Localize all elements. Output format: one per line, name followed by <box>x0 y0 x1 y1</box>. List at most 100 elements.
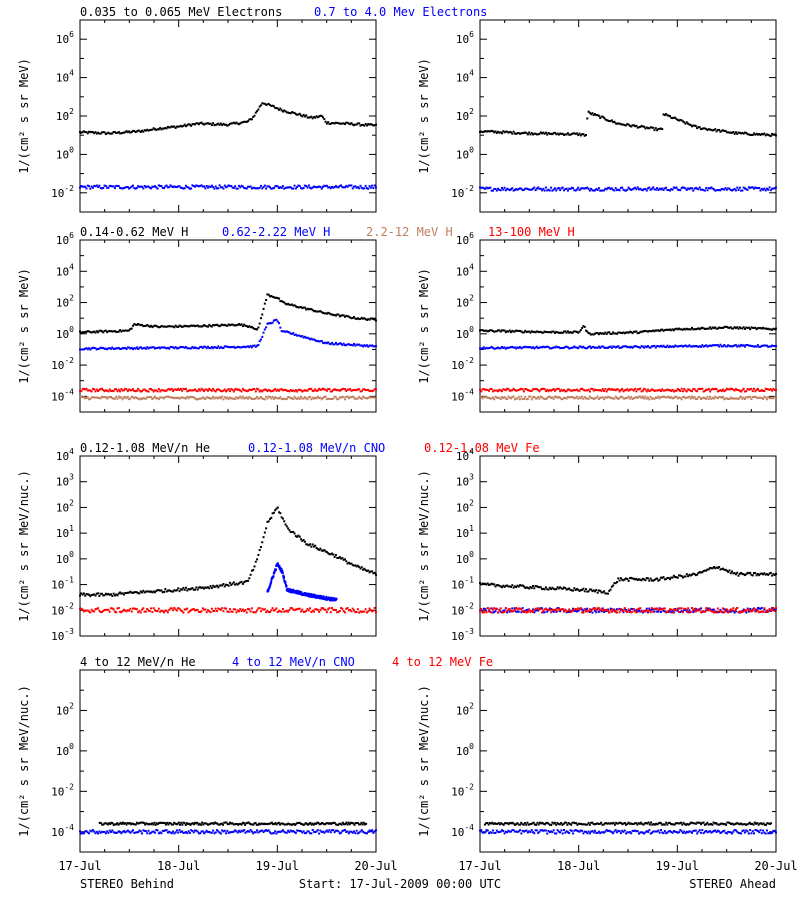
data-point <box>572 609 575 612</box>
data-point <box>303 184 306 187</box>
data-point <box>706 568 709 571</box>
data-point <box>543 588 546 591</box>
data-point <box>516 608 519 611</box>
legend-label: 4 to 12 MeV Fe <box>392 655 493 669</box>
data-point <box>661 128 664 131</box>
data-point <box>254 187 257 190</box>
data-point <box>243 397 246 400</box>
data-point <box>693 607 696 610</box>
data-point <box>665 186 668 189</box>
data-point <box>119 348 122 351</box>
data-point <box>703 610 706 613</box>
data-point <box>542 345 545 348</box>
data-point <box>175 186 178 189</box>
data-point <box>298 830 301 833</box>
data-point <box>701 188 704 191</box>
data-point <box>597 114 600 117</box>
series-blue <box>79 318 377 351</box>
data-point <box>126 346 129 349</box>
data-point <box>111 595 114 598</box>
data-point <box>653 579 656 582</box>
data-point <box>489 583 492 586</box>
data-point <box>227 610 230 613</box>
data-point <box>187 823 190 826</box>
data-point <box>669 578 672 581</box>
data-point <box>671 611 674 614</box>
data-point <box>754 345 757 348</box>
data-point <box>143 829 146 832</box>
data-point <box>603 398 606 401</box>
data-point <box>626 396 629 399</box>
data-point <box>510 131 513 134</box>
data-point <box>718 345 721 348</box>
data-point <box>544 331 547 334</box>
data-point <box>729 131 732 134</box>
data-point <box>640 124 643 127</box>
data-point <box>239 324 242 327</box>
data-point <box>756 607 759 610</box>
data-point <box>293 609 296 612</box>
data-point <box>129 389 132 392</box>
data-point <box>197 610 200 613</box>
data-point <box>217 324 220 327</box>
data-point <box>358 187 361 190</box>
data-point <box>628 577 631 580</box>
data-point <box>232 121 235 124</box>
data-point <box>584 397 587 400</box>
data-point <box>613 582 616 585</box>
data-point <box>491 608 494 611</box>
data-point <box>703 569 706 572</box>
data-point <box>364 184 367 187</box>
data-point <box>248 118 251 121</box>
data-point <box>520 132 523 135</box>
data-point <box>539 586 542 589</box>
data-point <box>128 830 131 833</box>
data-point <box>154 823 157 826</box>
data-point <box>680 187 683 190</box>
data-point <box>157 128 160 131</box>
data-point <box>685 573 688 576</box>
data-point <box>728 131 731 134</box>
data-point <box>503 329 506 332</box>
data-point <box>619 331 622 334</box>
data-point <box>676 388 679 391</box>
data-point <box>494 187 497 190</box>
data-point <box>181 325 184 328</box>
data-point <box>740 343 743 346</box>
data-point <box>182 611 185 614</box>
data-point <box>85 131 88 134</box>
data-point <box>142 187 145 190</box>
data-point <box>113 347 116 350</box>
series-brown <box>479 395 777 401</box>
data-point <box>99 132 102 135</box>
data-point <box>574 608 577 611</box>
data-point <box>702 127 705 130</box>
data-point <box>364 569 367 572</box>
data-point <box>104 608 107 611</box>
data-point <box>570 589 573 592</box>
data-point <box>515 610 518 613</box>
data-point <box>645 189 648 192</box>
data-point <box>300 187 303 190</box>
data-point <box>635 188 638 191</box>
plot-frame <box>79 19 377 213</box>
data-point <box>231 822 234 825</box>
data-point <box>634 387 637 390</box>
data-point <box>284 831 287 834</box>
data-point <box>614 389 617 392</box>
data-point <box>86 330 89 333</box>
data-point <box>669 609 672 612</box>
data-point <box>747 326 750 329</box>
data-point <box>716 189 719 192</box>
data-point <box>226 185 229 188</box>
data-point <box>254 397 257 400</box>
data-point <box>577 186 580 189</box>
data-point <box>274 509 277 512</box>
data-point <box>711 396 714 399</box>
data-point <box>484 609 487 612</box>
data-point <box>147 185 150 188</box>
data-point <box>731 131 734 134</box>
data-point <box>363 823 366 826</box>
data-point <box>680 610 683 613</box>
data-point <box>289 531 292 534</box>
